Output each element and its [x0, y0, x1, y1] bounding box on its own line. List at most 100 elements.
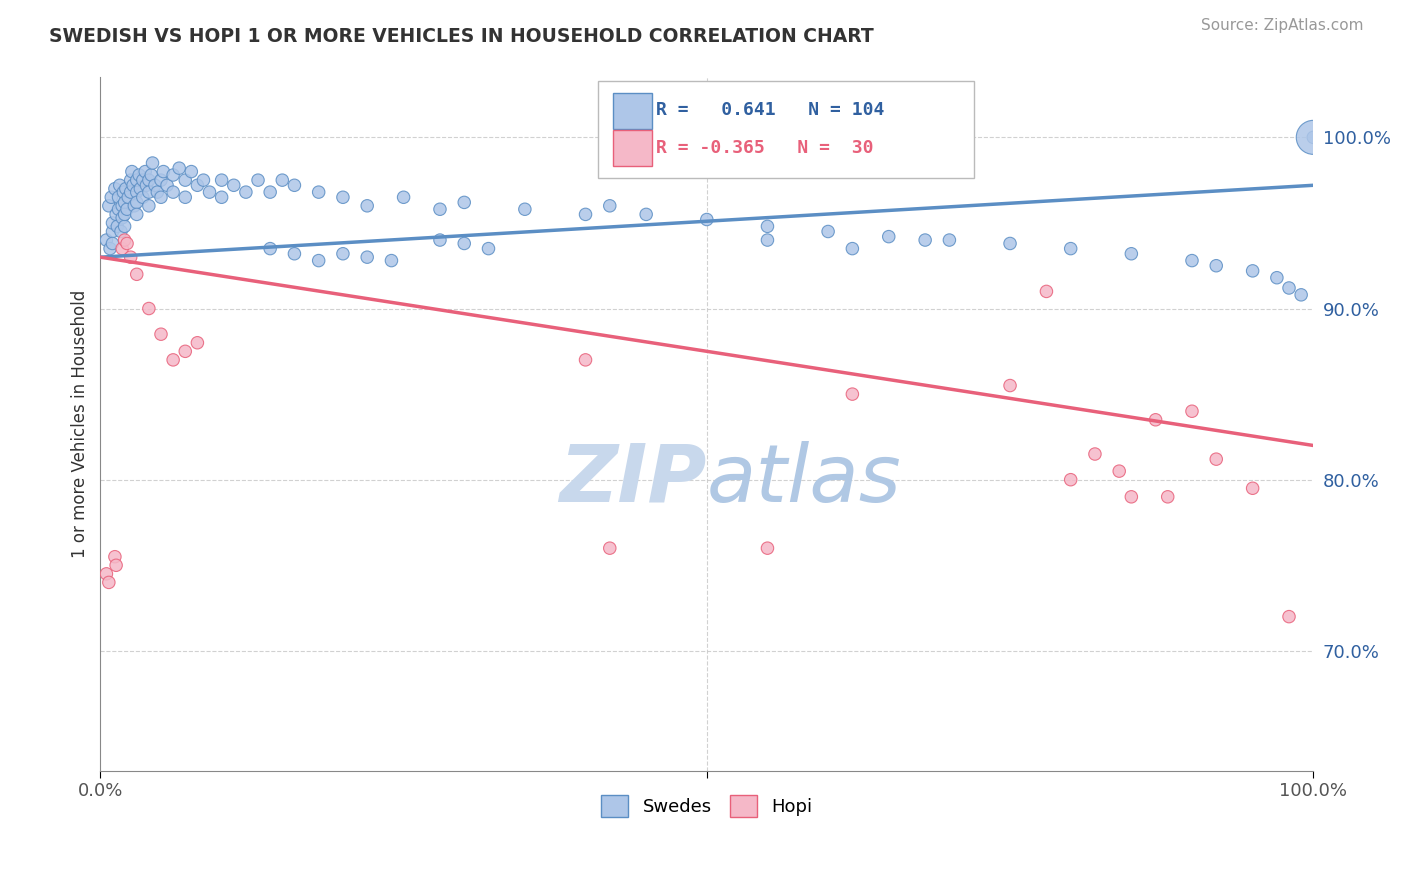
- Point: [356, 250, 378, 264]
- Text: R = -0.365   N =  30: R = -0.365 N = 30: [655, 139, 873, 157]
- Point: [259, 242, 281, 256]
- Point: [114, 233, 136, 247]
- Point: [235, 185, 257, 199]
- Point: [101, 225, 124, 239]
- Point: [104, 182, 127, 196]
- Point: [308, 185, 330, 199]
- Point: [114, 195, 136, 210]
- Point: [111, 199, 134, 213]
- Point: [1060, 473, 1083, 487]
- Point: [141, 168, 163, 182]
- Point: [174, 190, 197, 204]
- Point: [696, 212, 718, 227]
- Point: [156, 178, 179, 193]
- Point: [150, 173, 173, 187]
- Text: ZIP: ZIP: [560, 441, 707, 518]
- Point: [599, 541, 621, 556]
- Point: [259, 185, 281, 199]
- Point: [1241, 481, 1264, 495]
- Point: [193, 173, 215, 187]
- Point: [877, 229, 900, 244]
- Point: [574, 207, 596, 221]
- Point: [222, 178, 245, 193]
- Point: [162, 352, 184, 367]
- Point: [114, 207, 136, 221]
- Point: [124, 199, 146, 213]
- Point: [186, 335, 208, 350]
- Point: [1205, 259, 1227, 273]
- Point: [110, 225, 132, 239]
- Point: [1302, 130, 1324, 145]
- Point: [599, 199, 621, 213]
- Point: [429, 202, 451, 217]
- Point: [98, 242, 121, 256]
- Point: [186, 178, 208, 193]
- Point: [453, 236, 475, 251]
- Point: [1121, 246, 1143, 260]
- Point: [108, 178, 131, 193]
- Point: [114, 219, 136, 234]
- Point: [111, 242, 134, 256]
- Point: [1241, 264, 1264, 278]
- Point: [756, 541, 779, 556]
- Point: [247, 173, 270, 187]
- Point: [107, 202, 129, 217]
- Point: [129, 182, 152, 196]
- Point: [107, 190, 129, 204]
- Point: [332, 246, 354, 260]
- Point: [132, 190, 155, 204]
- Point: [112, 185, 135, 199]
- Point: [1060, 242, 1083, 256]
- Point: [138, 301, 160, 316]
- Point: [101, 236, 124, 251]
- Point: [1278, 281, 1301, 295]
- Point: [105, 558, 128, 573]
- Point: [1181, 404, 1204, 418]
- Point: [122, 178, 145, 193]
- Point: [125, 207, 148, 221]
- Point: [115, 202, 138, 217]
- Legend: Swedes, Hopi: Swedes, Hopi: [593, 788, 820, 824]
- Point: [332, 190, 354, 204]
- Point: [120, 173, 142, 187]
- Point: [125, 173, 148, 187]
- Point: [134, 164, 156, 178]
- Point: [174, 173, 197, 187]
- Point: [283, 178, 305, 193]
- Point: [120, 185, 142, 199]
- Point: [128, 168, 150, 182]
- Point: [100, 190, 122, 204]
- Point: [429, 233, 451, 247]
- Point: [453, 195, 475, 210]
- Point: [162, 168, 184, 182]
- Point: [1289, 288, 1312, 302]
- Point: [211, 190, 233, 204]
- Point: [111, 211, 134, 225]
- Point: [574, 352, 596, 367]
- Point: [138, 199, 160, 213]
- Point: [138, 185, 160, 199]
- Point: [841, 387, 863, 401]
- Point: [1157, 490, 1180, 504]
- Point: [125, 195, 148, 210]
- Point: [1084, 447, 1107, 461]
- Point: [513, 202, 536, 217]
- Point: [211, 173, 233, 187]
- Point: [105, 219, 128, 234]
- FancyBboxPatch shape: [613, 93, 652, 128]
- Point: [914, 233, 936, 247]
- Point: [392, 190, 415, 204]
- Point: [1121, 490, 1143, 504]
- Point: [174, 344, 197, 359]
- FancyBboxPatch shape: [613, 130, 652, 166]
- Point: [150, 327, 173, 342]
- Point: [101, 216, 124, 230]
- Point: [356, 199, 378, 213]
- Point: [105, 207, 128, 221]
- Text: SWEDISH VS HOPI 1 OR MORE VEHICLES IN HOUSEHOLD CORRELATION CHART: SWEDISH VS HOPI 1 OR MORE VEHICLES IN HO…: [49, 27, 875, 45]
- Point: [125, 185, 148, 199]
- Point: [380, 253, 402, 268]
- Point: [146, 185, 169, 199]
- FancyBboxPatch shape: [598, 81, 974, 178]
- Point: [477, 242, 499, 256]
